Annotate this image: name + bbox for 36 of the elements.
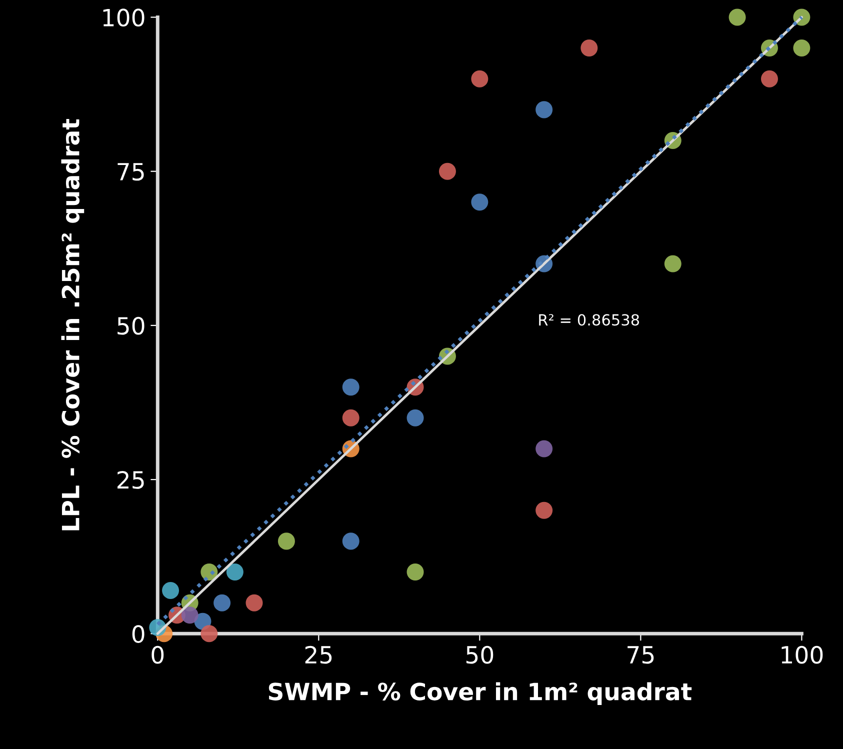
point [536,440,553,458]
point [226,564,244,581]
point [342,409,360,426]
point [200,625,218,642]
x-tick-label: 25 [305,646,332,664]
point [162,582,180,600]
y-tick-label: 0 [132,625,144,643]
point [438,162,456,180]
point [536,502,553,519]
point [471,194,488,211]
x-tick-label: 0 [152,646,164,664]
point [760,70,778,88]
point [728,8,746,26]
point [580,40,598,57]
point [536,101,553,118]
point [342,532,360,550]
point [342,378,360,396]
point [214,594,231,612]
y-axis-title: LPL - % Cover in .25m² quadrat [61,119,84,530]
point [278,532,295,550]
x-axis-title: SWMP - % Cover in 1m² quadrat [268,682,692,706]
x-tick-label: 50 [466,646,494,664]
y-tick-label: 25 [118,470,144,489]
point [181,606,198,624]
point [793,40,810,57]
y-tick-label: 75 [118,163,144,181]
point [406,564,424,581]
x-tick-label: 100 [782,646,823,664]
x-tick-label: 75 [628,646,654,664]
y-tick-label: 50 [118,316,144,335]
point [406,409,424,426]
point [471,70,488,88]
y-tick-label: 100 [103,8,144,27]
point [246,594,263,612]
annotation: R² = 0.86538 [539,314,640,326]
point [664,255,682,272]
